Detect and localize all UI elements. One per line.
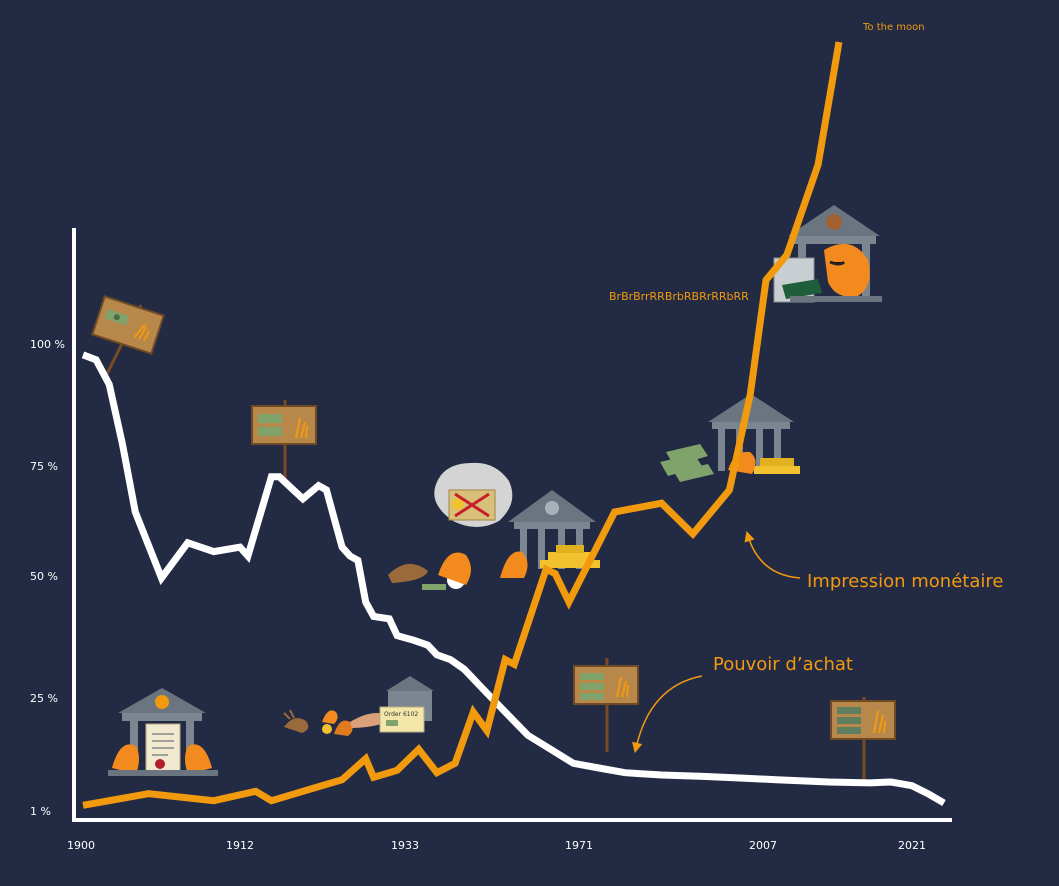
- sign-banknote-icon: [573, 658, 639, 752]
- y-tick-label: 50 %: [30, 570, 58, 583]
- y-tick-label: 25 %: [30, 692, 58, 705]
- purchasing-power-arrow: [632, 675, 703, 754]
- bank-gold-exchange-icon: [388, 462, 600, 590]
- printer-sound-label: BrBrBrrRRBrbRBRrRRbRR: [609, 290, 749, 303]
- purchasing-power-label: Pouvoir d’achat: [713, 654, 853, 675]
- x-tick-label: 1971: [565, 839, 593, 852]
- purchasing-power-line: [81, 351, 946, 807]
- money-printing-label: Impression monétaire: [807, 571, 1003, 592]
- x-tick-label: 1912: [226, 839, 254, 852]
- rabbits-order-icon: Order 6102: [283, 676, 434, 736]
- sign-banknote-icon: [830, 697, 896, 784]
- y-tick-label: 100 %: [30, 338, 65, 351]
- to-the-moon-label: To the moon: [862, 22, 925, 33]
- x-tick-label: 2007: [749, 839, 777, 852]
- bank-printing-icon: [660, 394, 800, 482]
- money-printing-arrow: [744, 530, 801, 579]
- money-printing-line: [82, 41, 843, 809]
- x-tick-label: 1933: [391, 839, 419, 852]
- x-tick-label: 1900: [67, 839, 95, 852]
- y-tick-label: 1 %: [30, 805, 51, 818]
- sign-banknote-icon: [251, 400, 317, 485]
- bank-signing-icon: [108, 688, 218, 776]
- order-label: Order 6102: [384, 711, 418, 718]
- sign-banknote-icon: [91, 295, 165, 377]
- x-tick-label: 2021: [898, 839, 926, 852]
- y-tick-label: 75 %: [30, 460, 58, 473]
